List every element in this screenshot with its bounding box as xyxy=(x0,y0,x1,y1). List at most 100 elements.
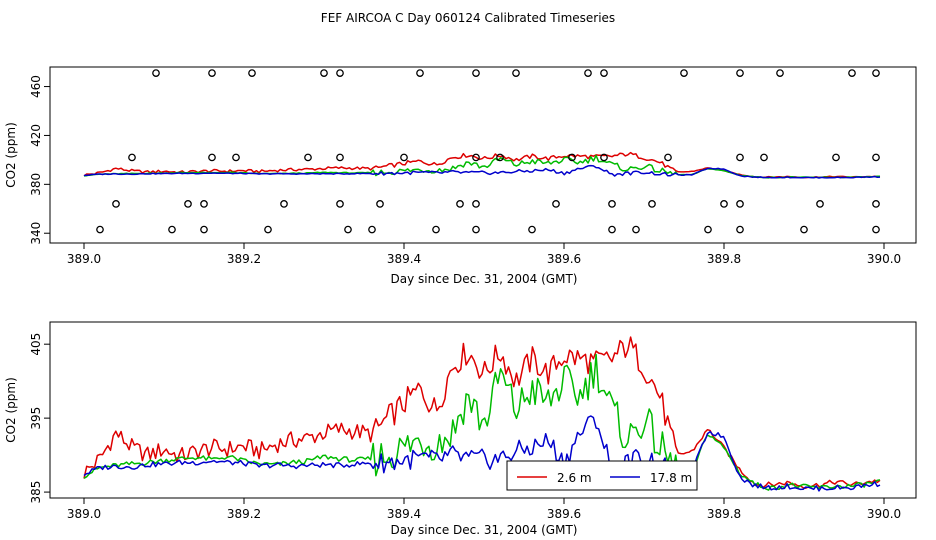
calibration-point xyxy=(760,153,768,162)
top-y-tick-label: 460 xyxy=(29,75,43,98)
bot-y-tick-label: 385 xyxy=(29,481,43,504)
bot-x-tick-label: 390.0 xyxy=(867,507,901,521)
calibration-point xyxy=(344,225,352,234)
calibration-point xyxy=(736,69,744,77)
top-x-tick-label: 389.4 xyxy=(387,252,421,266)
calibration-point xyxy=(112,200,120,208)
calibration-point xyxy=(280,200,288,208)
calibration-point xyxy=(608,225,616,234)
calibration-point xyxy=(456,200,464,208)
calibration-point xyxy=(512,69,520,77)
top-y-tick-label: 420 xyxy=(29,124,43,147)
figure-title: FEF AIRCOA C Day 060124 Calibrated Times… xyxy=(321,11,615,25)
calibration-point xyxy=(600,69,608,77)
legend-label-17-8m: 17.8 m xyxy=(650,471,692,485)
calibration-point xyxy=(608,200,616,208)
calibration-point xyxy=(472,153,480,162)
calibration-point xyxy=(232,153,240,162)
calibration-point xyxy=(96,225,104,234)
series-line-mid xyxy=(83,353,881,491)
calibration-point xyxy=(336,69,344,77)
calibration-point xyxy=(664,153,672,162)
top-x-tick-label: 389.6 xyxy=(547,252,581,266)
top-series-lines xyxy=(83,151,881,179)
top-y-tick-label: 340 xyxy=(29,222,43,245)
calibration-point xyxy=(208,69,216,77)
calibration-point xyxy=(800,225,808,234)
calibration-point xyxy=(472,69,480,77)
calibration-point xyxy=(552,200,560,208)
calibration-point xyxy=(528,225,536,234)
bot-x-tick-label: 389.8 xyxy=(707,507,741,521)
calibration-point xyxy=(152,69,160,77)
calibration-point xyxy=(208,153,216,162)
calibration-point xyxy=(496,153,504,162)
calibration-point xyxy=(376,200,384,208)
top-y-axis: 340 380 420 460 xyxy=(29,75,50,245)
calibration-point xyxy=(432,225,440,234)
calibration-point xyxy=(248,69,256,77)
bot-x-tick-label: 389.2 xyxy=(227,507,261,521)
calibration-point xyxy=(400,153,408,162)
series-line-17-8m xyxy=(83,415,881,492)
top-x-axis-label: Day since Dec. 31, 2004 (GMT) xyxy=(391,272,578,286)
calibration-point xyxy=(872,225,880,234)
bot-y-tick-label: 395 xyxy=(29,407,43,430)
series-line-2-6m xyxy=(83,336,881,489)
legend: 2.6 m 17.8 m xyxy=(506,460,698,491)
calibration-point xyxy=(472,225,480,234)
calibration-point xyxy=(568,153,576,162)
calibration-point xyxy=(336,200,344,208)
legend-box xyxy=(506,460,698,491)
bottom-series-lines xyxy=(83,336,881,492)
calibration-point xyxy=(872,69,880,77)
calibration-point xyxy=(736,200,744,208)
calibration-point xyxy=(632,225,640,234)
calibration-point xyxy=(304,153,312,162)
calibration-point xyxy=(848,69,856,77)
calibration-point xyxy=(416,69,424,77)
bottom-plot-frame xyxy=(49,321,917,499)
bottom-x-axis-label: Day since Dec. 31, 2004 (GMT) xyxy=(391,523,578,537)
calibration-point xyxy=(128,153,136,162)
calibration-point xyxy=(776,69,784,77)
calibration-point xyxy=(680,69,688,77)
calibration-point xyxy=(168,225,176,234)
calibration-point xyxy=(264,225,272,234)
top-x-axis: 389.0 389.2 389.4 389.6 389.8 390.0 xyxy=(67,243,901,266)
bot-x-tick-label: 389.4 xyxy=(387,507,421,521)
calibration-point xyxy=(200,200,208,208)
top-x-tick-label: 389.8 xyxy=(707,252,741,266)
bottom-panel: 389.0 389.2 389.4 389.6 389.8 390.0 385 395 405… xyxy=(4,321,917,537)
calibration-point xyxy=(600,153,608,162)
calibration-point xyxy=(872,153,880,162)
legend-label-2-6m: 2.6 m xyxy=(557,471,592,485)
bottom-y-axis: 385 395 405 xyxy=(29,333,50,504)
calibration-point xyxy=(200,225,208,234)
calibration-point xyxy=(368,225,376,234)
top-plot-frame xyxy=(49,66,917,244)
top-x-tick-label: 389.0 xyxy=(67,252,101,266)
calibration-point xyxy=(736,225,744,234)
calibration-point xyxy=(584,69,592,77)
bot-x-tick-label: 389.0 xyxy=(67,507,101,521)
bot-y-tick-label: 405 xyxy=(29,333,43,356)
calibration-point xyxy=(704,225,712,234)
calibration-point xyxy=(872,200,880,208)
calibration-point xyxy=(320,69,328,77)
calibration-point xyxy=(184,200,192,208)
top-x-tick-label: 389.2 xyxy=(227,252,261,266)
calibration-point xyxy=(472,200,480,208)
top-calibration-markers xyxy=(96,69,880,234)
calibration-point xyxy=(736,153,744,162)
bottom-y-axis-label: CO2 (ppm) xyxy=(4,377,18,443)
calibration-point xyxy=(720,200,728,208)
bottom-x-axis: 389.0 389.2 389.4 389.6 389.8 390.0 xyxy=(67,498,901,521)
top-series-line-17-8m xyxy=(83,164,881,179)
calibration-point xyxy=(816,200,824,208)
calibration-point xyxy=(832,153,840,162)
calibration-point xyxy=(648,200,656,208)
top-y-tick-label: 380 xyxy=(29,173,43,196)
bot-x-tick-label: 389.6 xyxy=(547,507,581,521)
